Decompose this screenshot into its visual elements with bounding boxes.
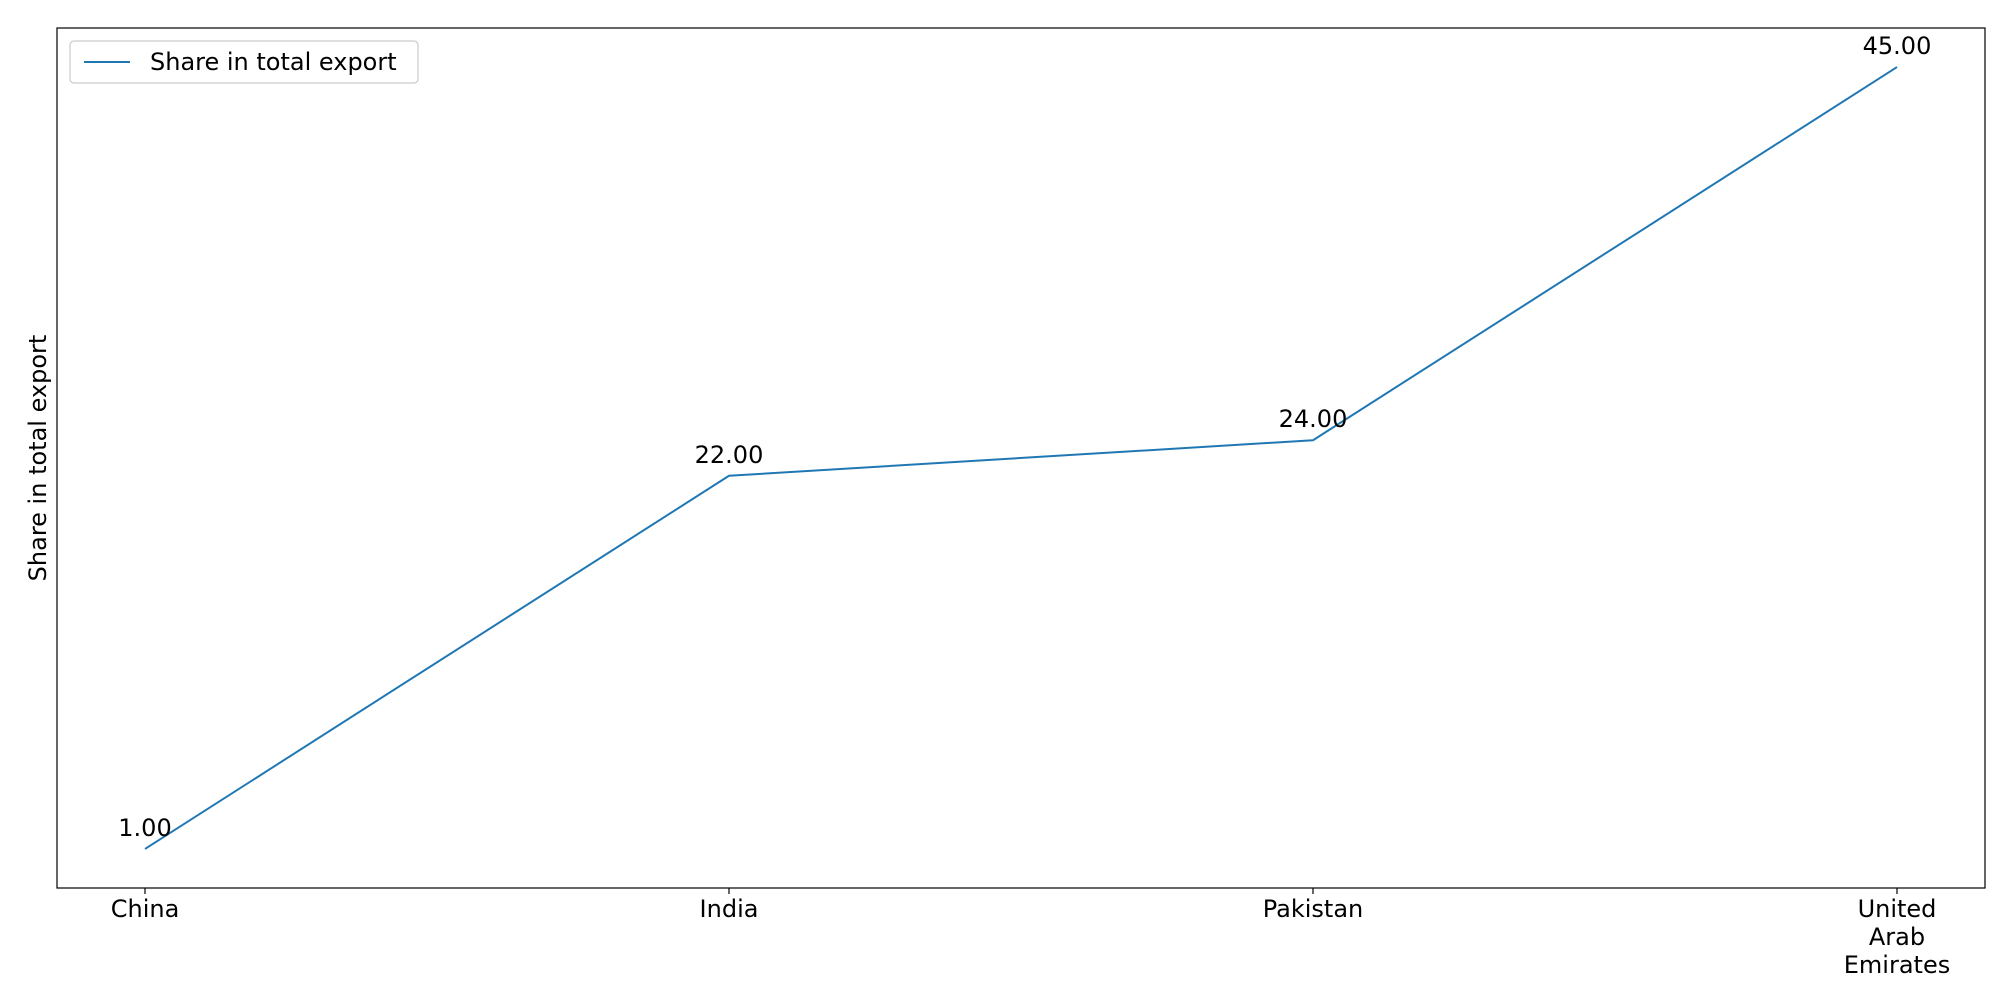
legend-box bbox=[69, 40, 419, 84]
y-axis-label: Share in total export bbox=[24, 335, 52, 582]
x-tick-label: India bbox=[700, 895, 759, 923]
data-label: 45.00 bbox=[1863, 32, 1932, 60]
x-tick-label-line: Pakistan bbox=[1263, 895, 1364, 923]
series-layer bbox=[144, 66, 1898, 850]
axes-layer bbox=[56, 27, 1986, 894]
x-tick-label-line: India bbox=[700, 895, 759, 923]
data-label: 24.00 bbox=[1279, 405, 1348, 433]
x-tick-label-line: China bbox=[111, 895, 180, 923]
x-tick-label-line: Emirates bbox=[1844, 951, 1950, 979]
labels-layer: China India Pakistan United Arab Emirates Shar… bbox=[24, 32, 1950, 979]
x-tick-label-line: United bbox=[1858, 895, 1937, 923]
data-label: 1.00 bbox=[118, 814, 171, 842]
x-tick-label: Pakistan bbox=[1263, 895, 1364, 923]
x-tick-label: China bbox=[111, 895, 180, 923]
x-tick-label-line: Arab bbox=[1869, 923, 1925, 951]
legend-layer: Share in total export bbox=[69, 40, 419, 84]
plot-frame bbox=[56, 27, 1986, 889]
legend-entry-label: Share in total export bbox=[150, 48, 397, 76]
x-tick-label: United Arab Emirates bbox=[1844, 895, 1950, 979]
series-line bbox=[144, 66, 1898, 850]
data-label: 22.00 bbox=[695, 441, 764, 469]
